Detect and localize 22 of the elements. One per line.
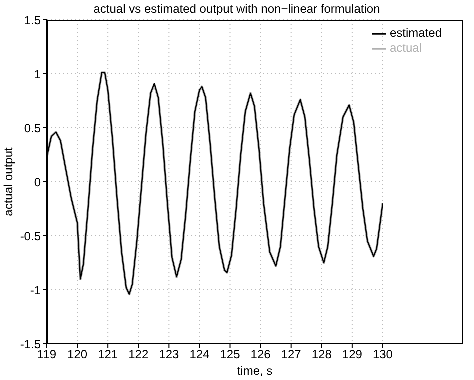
x-tick-label: 120	[68, 348, 88, 362]
x-tick-label: 129	[342, 348, 363, 362]
x-tick-label: 121	[98, 348, 118, 362]
y-tick-label: 1.5	[24, 13, 42, 28]
x-tick-label: 126	[250, 348, 272, 362]
x-tick-label: 123	[159, 348, 180, 362]
y-tick-label: 1	[34, 67, 42, 82]
y-axis-title: actual output	[1, 148, 15, 216]
x-tick-label: 128	[312, 348, 332, 362]
x-tick-label: 125	[220, 348, 241, 362]
y-tick-label: 0.5	[24, 121, 42, 136]
x-axis-title: time, s	[236, 364, 274, 378]
x-tick-label: 122	[128, 348, 149, 362]
x-tick-label: 130	[372, 348, 394, 362]
y-tick-label: -1	[30, 283, 42, 298]
y-tick-label: 0	[34, 175, 42, 190]
legend-label: actual	[390, 40, 422, 55]
x-tick-label: 127	[281, 348, 302, 362]
chart-title: actual vs estimated output with non−linear formulation	[94, 2, 380, 16]
x-tick-label: 124	[190, 348, 210, 362]
y-tick-label: -0.5	[20, 229, 42, 244]
legend-label: estimated	[390, 26, 442, 40]
